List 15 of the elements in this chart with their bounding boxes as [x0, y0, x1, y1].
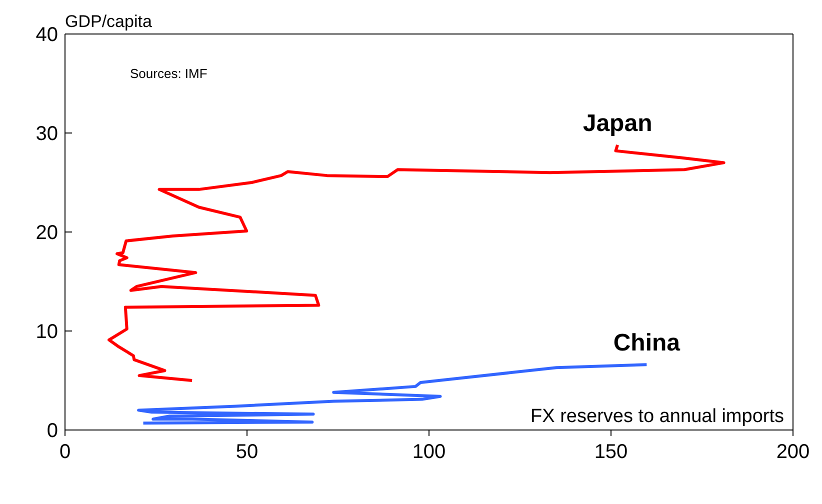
annotation: Sources: IMF — [130, 66, 208, 81]
x-tick-label: 50 — [236, 441, 258, 464]
y-axis-title: GDP/capita — [65, 12, 152, 31]
x-tick-label: 150 — [594, 441, 628, 464]
y-tick-label: 40 — [36, 24, 58, 46]
y-tick-label: 30 — [36, 123, 58, 146]
y-tick-label: 10 — [36, 321, 58, 344]
series-label: Japan — [582, 110, 652, 137]
x-tick-label: 200 — [776, 441, 810, 464]
y-tick-label: 20 — [36, 222, 58, 244]
x-axis-title: FX reserves to annual imports — [530, 406, 784, 427]
line-series — [108, 143, 726, 382]
x-tick-label: 100 — [412, 441, 446, 464]
series-label: China — [613, 330, 681, 357]
y-tick-label: 0 — [46, 420, 58, 442]
